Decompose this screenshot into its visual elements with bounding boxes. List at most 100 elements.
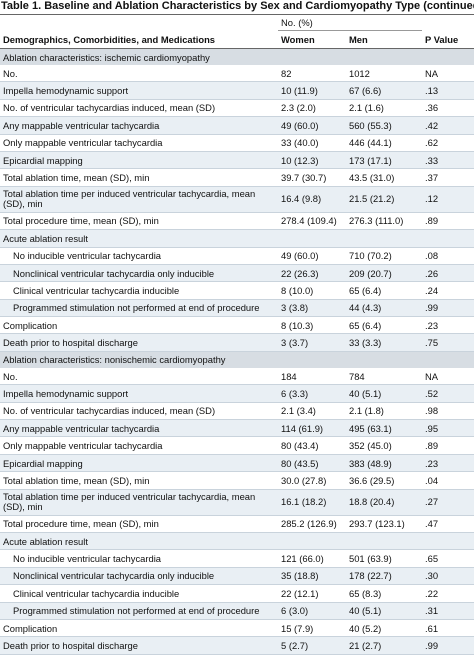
row-label: Death prior to hospital discharge <box>0 636 278 655</box>
table-row: Total ablation time per induced ventricu… <box>0 186 474 213</box>
men-value: 501 (63.9) <box>346 549 422 568</box>
row-label: No. <box>0 65 278 83</box>
men-value: 2.1 (1.6) <box>346 99 422 118</box>
p-value: .04 <box>422 471 474 490</box>
women-value: 285.2 (126.9) <box>278 515 346 533</box>
p-value: .12 <box>422 186 474 213</box>
table-row: Death prior to hospital discharge 5 (2.7)… <box>0 636 474 655</box>
table-row: Total ablation time, mean (SD), min 39.7 … <box>0 168 474 187</box>
table-row: Clinical ventricular tachycardia inducib… <box>0 584 474 603</box>
row-label: Epicardial mapping <box>0 151 278 170</box>
p-value: .89 <box>422 212 474 231</box>
header-cell: P Value <box>422 30 474 49</box>
p-value: .99 <box>422 636 474 655</box>
men-value: 293.7 (123.1) <box>346 515 422 533</box>
table-row: No inducible ventricular tachycardia 49 (… <box>0 247 474 265</box>
p-value: .61 <box>422 619 474 638</box>
row-label: No. <box>0 367 278 386</box>
table-row: Clinical ventricular tachycardia inducib… <box>0 281 474 300</box>
p-value: NA <box>422 65 474 83</box>
section-row: Ablation characteristics: ischemic cardi… <box>0 48 474 65</box>
men-value: 173 (17.1) <box>346 151 422 170</box>
header-cell <box>0 15 278 31</box>
header-row: No. (%) <box>0 14 474 31</box>
p-value: .33 <box>422 151 474 170</box>
table-row: Impella hemodynamic support 10 (11.9) 67 (… <box>0 81 474 100</box>
p-value: .95 <box>422 419 474 438</box>
women-value: 6 (3.0) <box>278 602 346 620</box>
p-value: .30 <box>422 567 474 586</box>
p-value: .24 <box>422 281 474 300</box>
section-title: Ablation characteristics: nonischemic ca… <box>0 351 474 368</box>
row-label: No. of ventricular tachycardias induced,… <box>0 99 278 118</box>
row-label: No inducible ventricular tachycardia <box>0 247 278 265</box>
table-row: Death prior to hospital discharge 3 (3.7)… <box>0 333 474 352</box>
women-value: 10 (12.3) <box>278 151 346 170</box>
row-label: Programmed stimulation not performed at … <box>0 299 278 318</box>
women-value: 22 (12.1) <box>278 584 346 603</box>
women-value: 80 (43.4) <box>278 436 346 455</box>
women-value: 6 (3.3) <box>278 384 346 403</box>
men-value: 67 (6.6) <box>346 81 422 100</box>
p-value: .47 <box>422 515 474 533</box>
table-row: Nonclinical ventricular tachycardia only… <box>0 567 474 586</box>
p-value: .99 <box>422 299 474 318</box>
p-value: .52 <box>422 384 474 403</box>
men-value: 33 (3.3) <box>346 333 422 352</box>
row-label: Epicardial mapping <box>0 454 278 473</box>
header-group: No. (%) <box>278 14 422 31</box>
row-label: Clinical ventricular tachycardia inducib… <box>0 281 278 300</box>
men-value: 209 (20.7) <box>346 264 422 283</box>
row-label: Impella hemodynamic support <box>0 81 278 100</box>
p-value: .31 <box>422 602 474 620</box>
p-value: .42 <box>422 116 474 135</box>
women-value: 2.1 (3.4) <box>278 402 346 421</box>
table-row: No. 184 784 NA <box>0 367 474 386</box>
table-row: Total ablation time, mean (SD), min 30.0 … <box>0 471 474 490</box>
table: No. (%) Demographics, Comorbidities, and… <box>0 14 474 655</box>
table-row: No. of ventricular tachycardias induced,… <box>0 402 474 421</box>
women-value: 16.4 (9.8) <box>278 186 346 213</box>
row-label: Acute ablation result <box>0 229 474 248</box>
row-label: Impella hemodynamic support <box>0 384 278 403</box>
women-value: 3 (3.8) <box>278 299 346 318</box>
women-value: 8 (10.0) <box>278 281 346 300</box>
row-label: Total ablation time per induced ventricu… <box>0 186 278 213</box>
women-value: 3 (3.7) <box>278 333 346 352</box>
men-value: 784 <box>346 367 422 386</box>
table-row: Only mappable ventricular tachycardia 33 … <box>0 134 474 152</box>
p-value: NA <box>422 367 474 386</box>
p-value: .75 <box>422 333 474 352</box>
women-value: 5 (2.7) <box>278 636 346 655</box>
row-label: Total ablation time, mean (SD), min <box>0 471 278 490</box>
women-value: 49 (60.0) <box>278 247 346 265</box>
table-row: Total procedure time, mean (SD), min 285.… <box>0 515 474 533</box>
women-value: 30.0 (27.8) <box>278 471 346 490</box>
table-row: Programmed stimulation not performed at … <box>0 602 474 620</box>
row-label: No. of ventricular tachycardias induced,… <box>0 402 278 421</box>
row-label: Nonclinical ventricular tachycardia only… <box>0 567 278 586</box>
men-value: 65 (8.3) <box>346 584 422 603</box>
men-value: 40 (5.2) <box>346 619 422 638</box>
women-value: 15 (7.9) <box>278 619 346 638</box>
p-value: .36 <box>422 99 474 118</box>
header-row: Demographics, Comorbidities, and Medicat… <box>0 30 474 49</box>
row-label: Total ablation time per induced ventricu… <box>0 489 278 516</box>
p-value: .23 <box>422 316 474 335</box>
section-row: Ablation characteristics: nonischemic ca… <box>0 351 474 368</box>
row-label: Complication <box>0 619 278 638</box>
row-label: Programmed stimulation not performed at … <box>0 602 278 620</box>
women-value: 35 (18.8) <box>278 567 346 586</box>
men-value: 43.5 (31.0) <box>346 168 422 187</box>
men-value: 21.5 (21.2) <box>346 186 422 213</box>
p-value: .22 <box>422 584 474 603</box>
table-body: Ablation characteristics: ischemic cardi… <box>0 48 474 655</box>
header-cell: Women <box>278 30 346 49</box>
women-value: 16.1 (18.2) <box>278 489 346 516</box>
row-label: Total procedure time, mean (SD), min <box>0 212 278 231</box>
p-value: .13 <box>422 81 474 100</box>
table-row: Impella hemodynamic support 6 (3.3) 40 (5.… <box>0 384 474 403</box>
table-row: Epicardial mapping 10 (12.3) 173 (17.1) .33 <box>0 151 474 170</box>
section-title: Ablation characteristics: ischemic cardi… <box>0 48 474 65</box>
